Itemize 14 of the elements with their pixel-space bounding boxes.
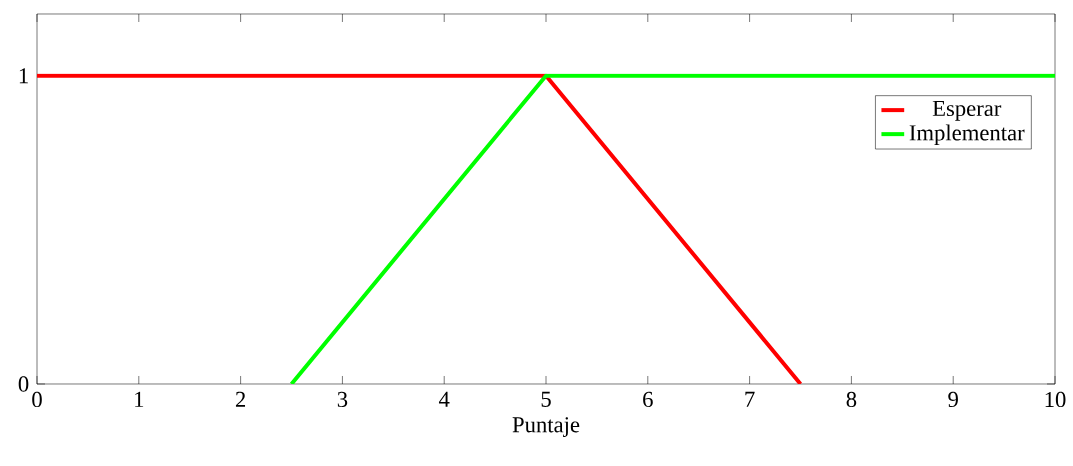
x-tick-label: 1 [135, 391, 144, 407]
x-axis-title: Puntaje [512, 417, 580, 437]
x-tick-label: 2 [235, 391, 246, 407]
legend-label: Implementar [909, 124, 1025, 146]
x-tick-label: 3 [337, 391, 348, 408]
x-tick-label: 5 [541, 391, 551, 407]
x-tick-label: 9 [948, 391, 958, 408]
x-tick-label: 4 [438, 391, 450, 407]
x-tick-label: 8 [846, 391, 857, 408]
x-tick-label: 6 [643, 391, 653, 408]
x-tick-label: 0 [32, 391, 42, 408]
x-tick-label: 10 [1045, 391, 1066, 408]
legend-label: Esperar [932, 100, 1002, 121]
x-tick-label: 7 [745, 391, 755, 407]
